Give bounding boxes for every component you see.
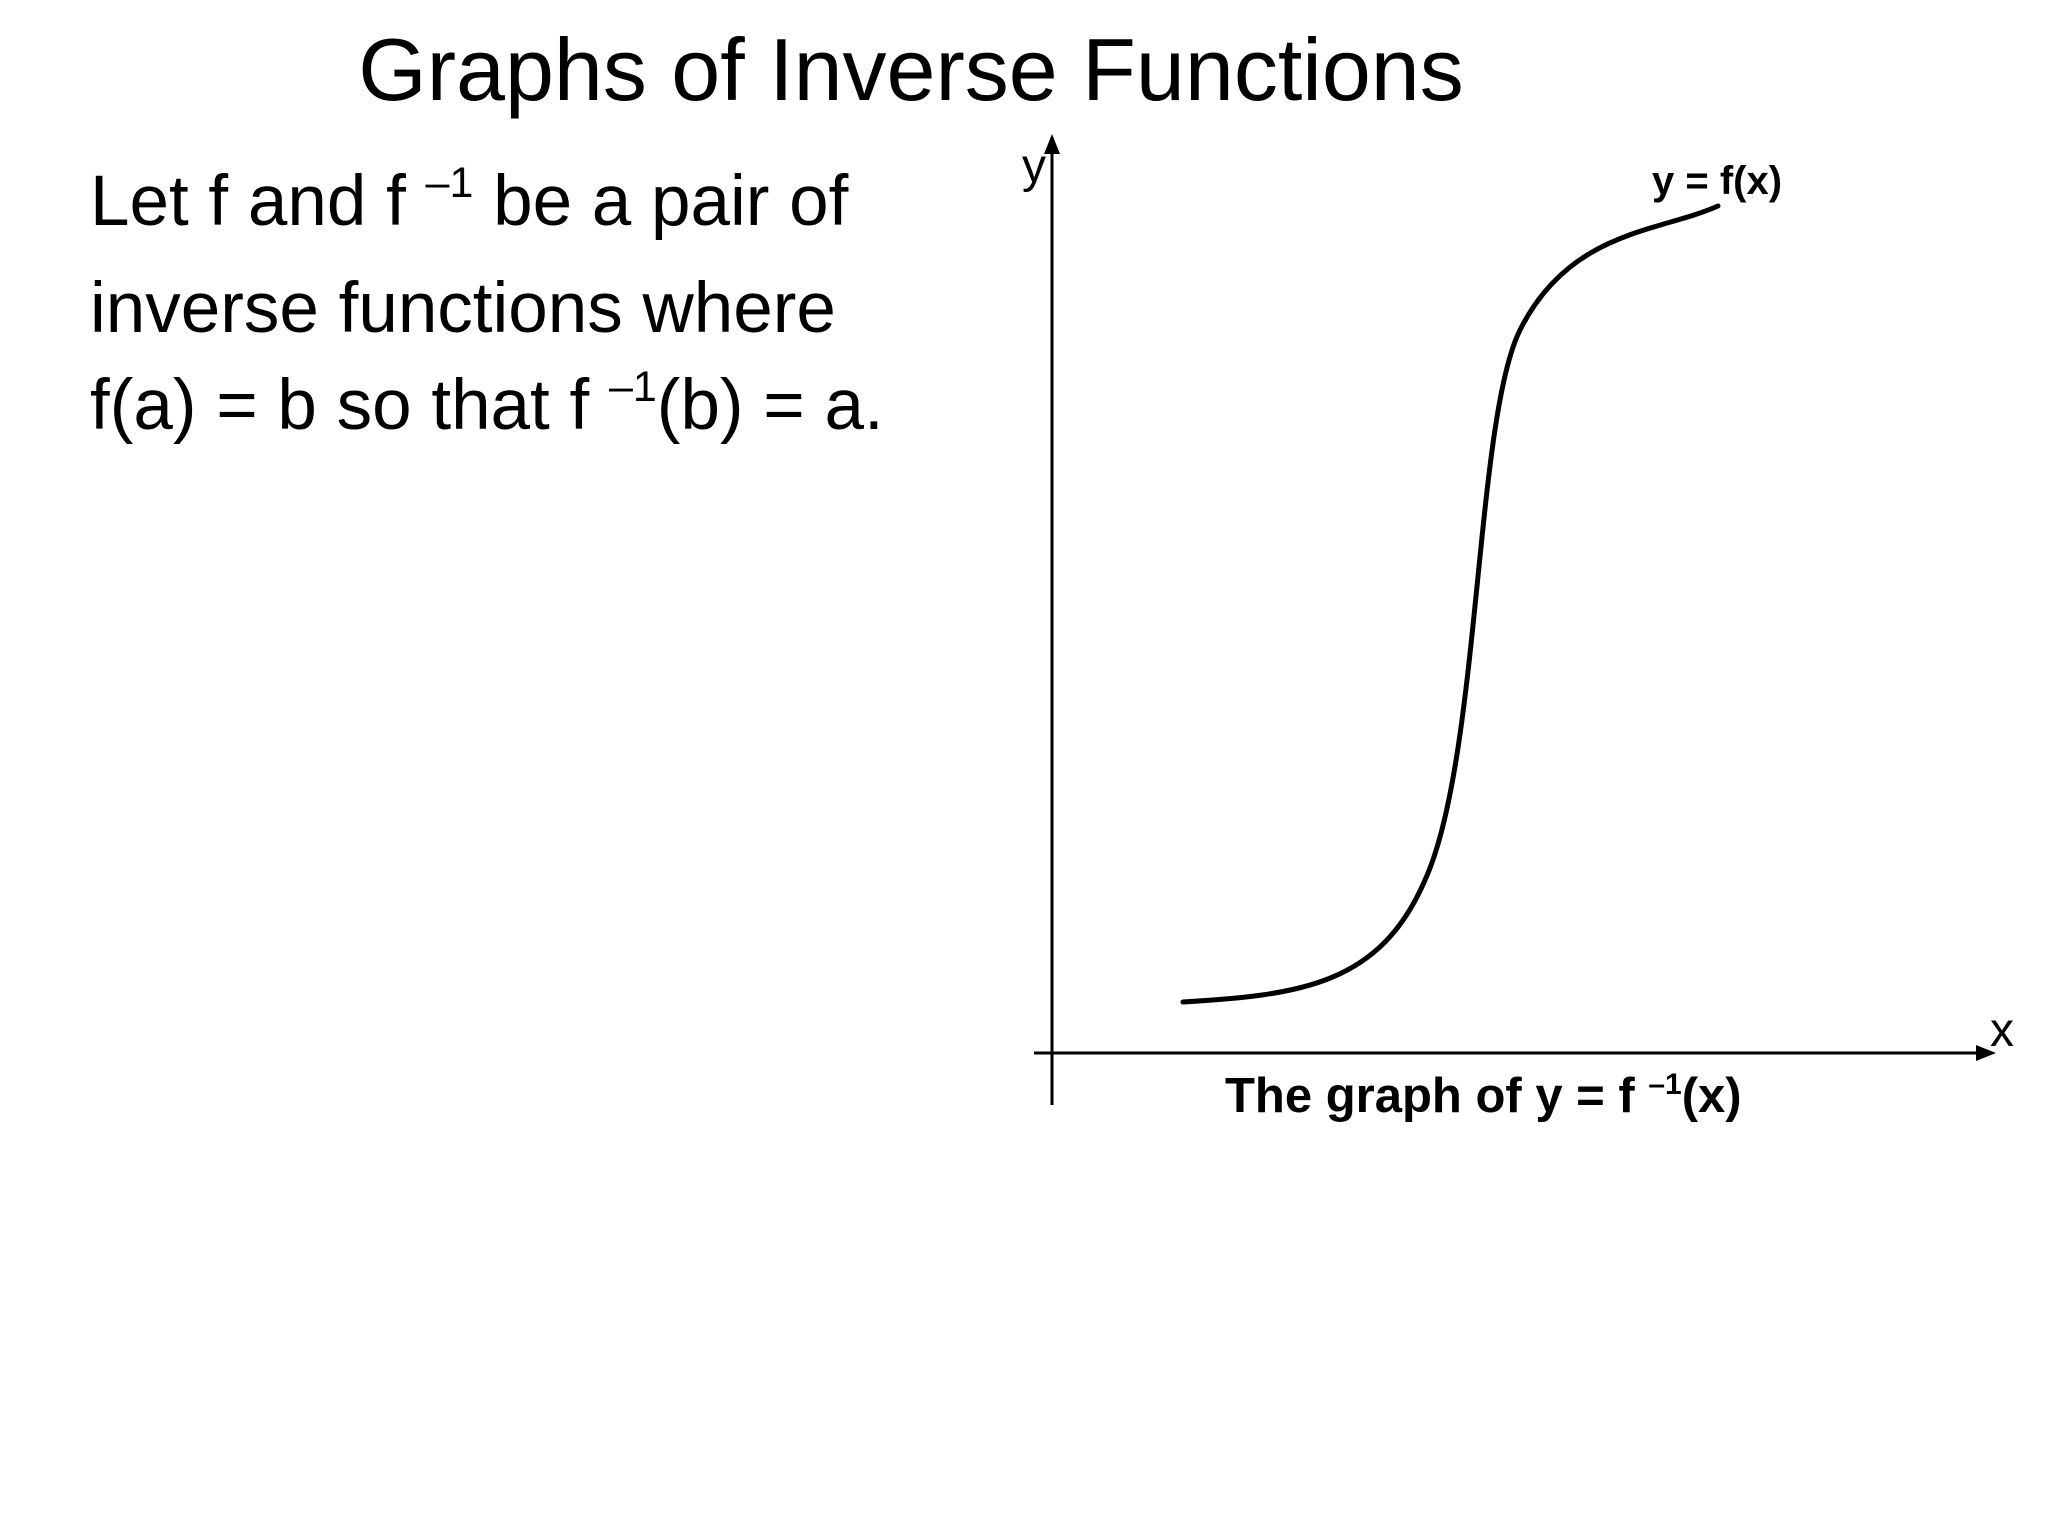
intro-line-3-end: (b) = a. xyxy=(656,366,884,445)
graph-caption: The graph of y = f –1(x) xyxy=(1225,1066,1742,1133)
intro-text: Let f and f –1 be a pair of inverse func… xyxy=(90,153,1050,464)
slide-title: Graphs of Inverse Functions xyxy=(358,20,1464,119)
x-axis-arrowhead xyxy=(1976,1045,1996,1061)
inverse-exponent: –1 xyxy=(1648,1068,1682,1101)
function-curve xyxy=(1180,203,1721,1005)
x-axis-label: x xyxy=(1990,1004,2014,1057)
intro-line-1-end: be a pair of xyxy=(473,162,849,241)
curve-label: y = f(x) xyxy=(1652,159,1782,203)
intro-line-3: f(a) = b so that f –1(b) = a. xyxy=(90,357,1050,464)
y-axis-label: y xyxy=(1022,140,1046,193)
intro-line-2: inverse functions where xyxy=(90,269,836,348)
intro-line-1: Let f and f –1 be a pair of xyxy=(90,153,1050,260)
inverse-exponent: –1 xyxy=(608,363,657,411)
intro-line-1-start: Let f and f xyxy=(90,162,426,241)
graph-caption-start: The graph of y = f xyxy=(1225,1069,1649,1123)
intro-line-3-start: f(a) = b so that f xyxy=(90,366,609,445)
inverse-exponent: –1 xyxy=(425,159,474,207)
y-axis-arrowhead xyxy=(1044,134,1060,154)
graph-caption-end: (x) xyxy=(1681,1069,1742,1123)
